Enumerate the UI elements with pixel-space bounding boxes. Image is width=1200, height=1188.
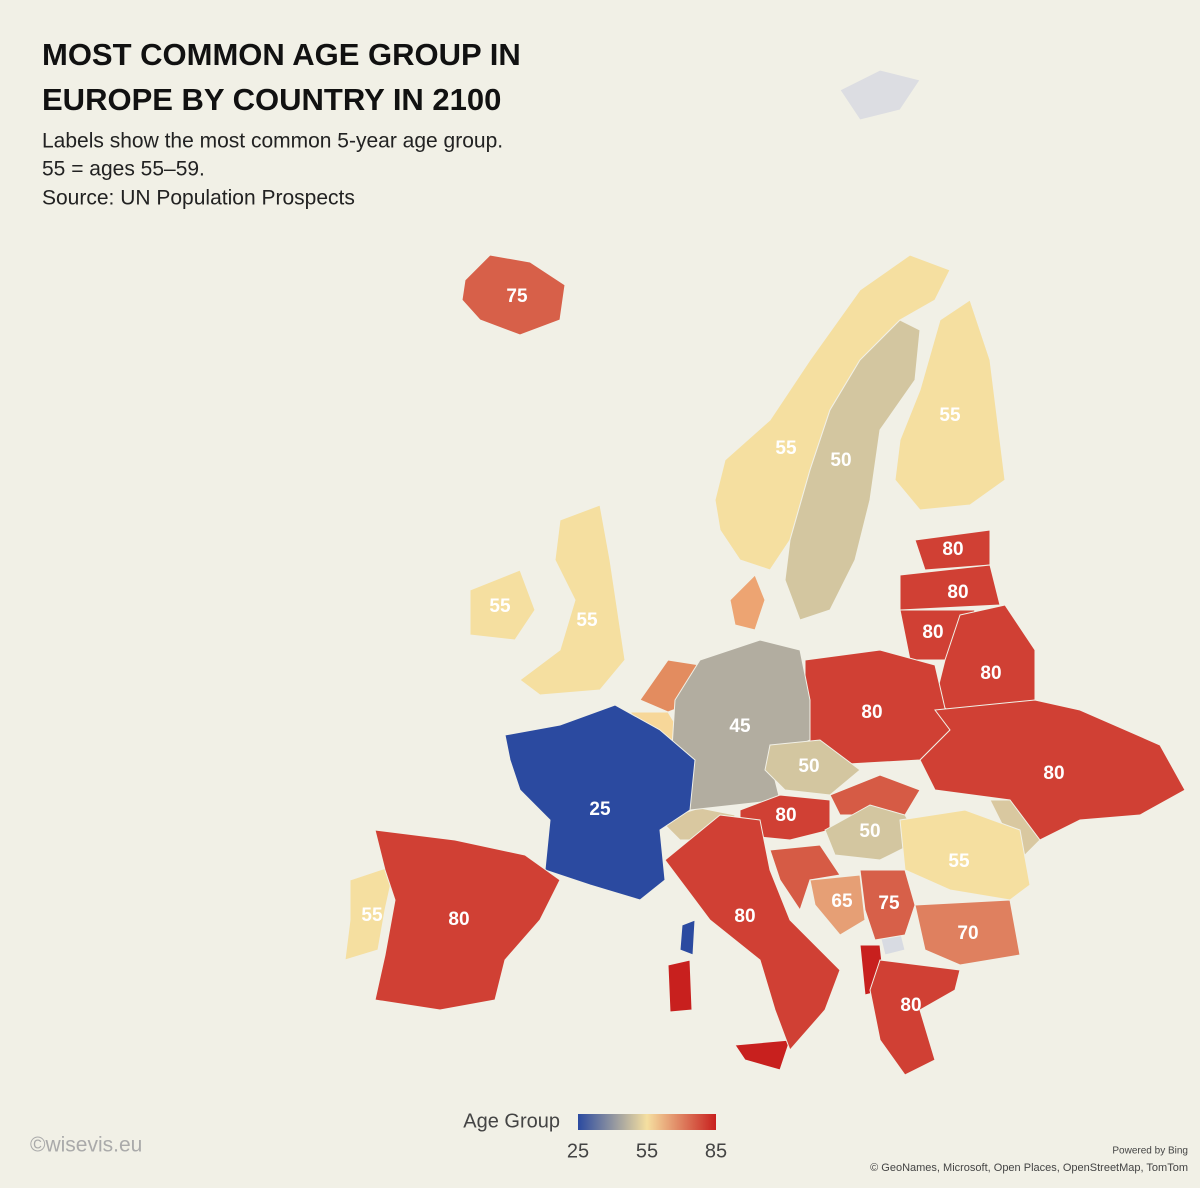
country [809, 874, 866, 936]
country-label: 75 [878, 893, 900, 914]
country-label: 55 [939, 405, 961, 426]
country-label: 70 [957, 923, 978, 944]
legend-tick-label: 55 [636, 1140, 658, 1162]
powered-by: Powered by Bing [1112, 1146, 1188, 1157]
subtitle: 55 = ages 55–59. [42, 158, 205, 181]
legend-ticks: 25 55 85 [567, 1140, 727, 1162]
subtitle: Source: UN Population Prospects [42, 187, 355, 210]
country-label: 80 [1043, 763, 1064, 784]
attribution: © GeoNames, Microsoft, Open Places, Open… [870, 1162, 1188, 1174]
country [899, 809, 1031, 901]
title: MOST COMMON AGE GROUP IN [42, 37, 521, 72]
country-label: 80 [448, 909, 469, 930]
country-label: 65 [831, 891, 853, 912]
country [504, 704, 696, 901]
country [919, 699, 1186, 841]
country-label: 80 [922, 622, 943, 643]
sicily [734, 1039, 791, 1071]
country [899, 564, 1001, 611]
country-label: 55 [576, 610, 598, 631]
country [764, 739, 861, 796]
country-label: 80 [861, 702, 882, 723]
country [519, 504, 626, 696]
country-label: 80 [900, 995, 921, 1016]
country [859, 869, 916, 941]
legend-bar [578, 1114, 716, 1130]
sardinia [667, 959, 693, 1013]
country-label: 50 [830, 450, 851, 471]
country-label: 25 [589, 799, 611, 820]
country-label: 80 [775, 805, 796, 826]
country [784, 319, 921, 621]
subtitle: Labels show the most common 5-year age g… [42, 130, 503, 153]
country-label: 80 [947, 582, 968, 603]
country [914, 899, 1021, 966]
country-label: 55 [489, 596, 511, 617]
country-label: 80 [942, 539, 963, 560]
country-label: 80 [980, 663, 1001, 684]
legend-tick-label: 25 [567, 1140, 589, 1162]
slovakia [829, 774, 921, 816]
country [894, 299, 1006, 511]
legend-tick-label: 85 [705, 1140, 727, 1162]
country-label: 50 [859, 821, 880, 842]
country-label: 55 [361, 905, 383, 926]
country [461, 254, 566, 336]
country-label: 75 [506, 286, 528, 307]
country [869, 959, 961, 1076]
corsica [679, 919, 696, 956]
country-label: 50 [798, 756, 819, 777]
credit: ©wisevis.eu [30, 1134, 142, 1157]
legend-title: Age Group [463, 1110, 560, 1132]
country-label: 80 [734, 906, 755, 927]
country-label: 45 [729, 716, 751, 737]
country [469, 569, 536, 641]
svalbard [839, 69, 921, 121]
country [664, 814, 841, 1051]
denmark [729, 574, 766, 631]
country-label: 55 [775, 438, 797, 459]
title: EUROPE BY COUNTRY IN 2100 [42, 82, 501, 117]
country-label: 55 [948, 851, 970, 872]
country [374, 829, 561, 1011]
